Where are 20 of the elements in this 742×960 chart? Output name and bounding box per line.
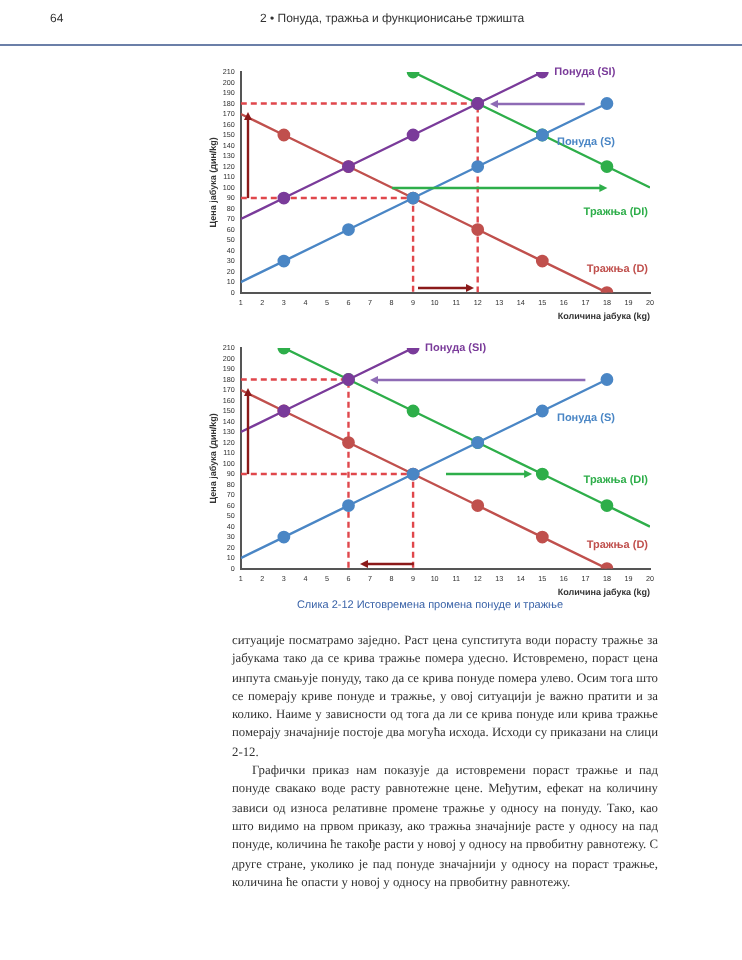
- point: [600, 160, 614, 173]
- point: [277, 128, 291, 142]
- point: [535, 467, 549, 481]
- point: [342, 223, 355, 236]
- point: [342, 436, 355, 449]
- point: [471, 499, 485, 512]
- point: [600, 97, 614, 110]
- point: [600, 499, 614, 512]
- point: [277, 530, 291, 544]
- point: [406, 404, 420, 418]
- point: [471, 223, 485, 236]
- point: [535, 530, 549, 544]
- point: [342, 499, 355, 512]
- point: [600, 373, 614, 386]
- point: [277, 254, 291, 268]
- point: [277, 191, 291, 205]
- point: [406, 128, 420, 142]
- point: [471, 160, 485, 173]
- point: [535, 404, 549, 418]
- point: [535, 254, 549, 268]
